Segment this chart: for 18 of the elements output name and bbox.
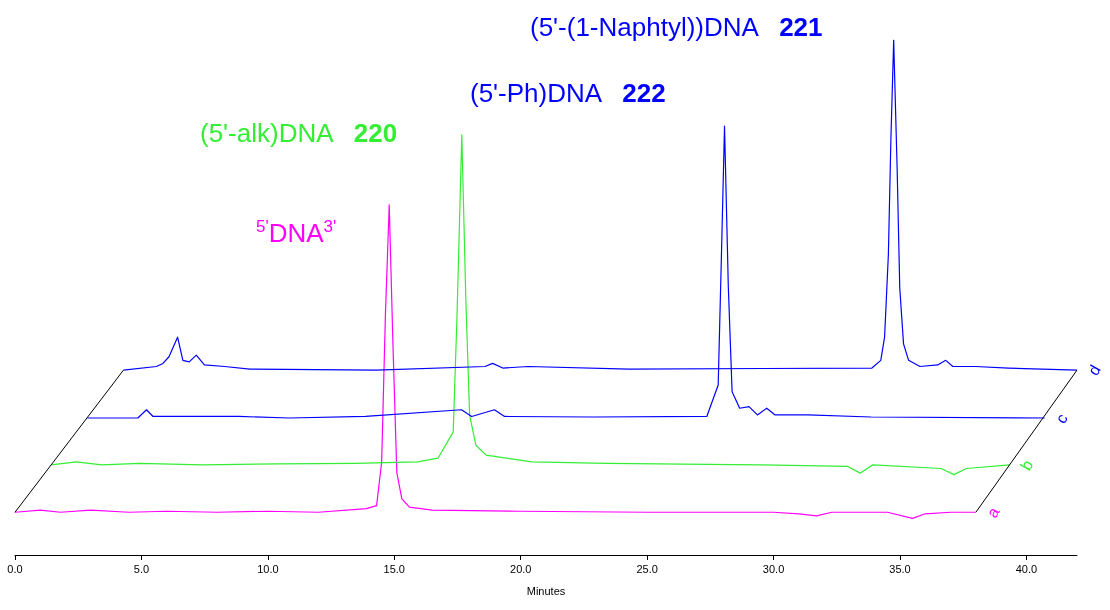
x-tick-label: 10.0 — [257, 562, 279, 575]
x-tick-label: 15.0 — [383, 562, 405, 575]
text: b — [1017, 456, 1037, 474]
text: a — [983, 504, 1003, 521]
annotation: (5'-(1-Naphtyl))DNA 221 — [530, 12, 823, 42]
x-tick-label: 30.0 — [762, 562, 785, 575]
x-tick-label: 35.0 — [889, 562, 911, 575]
x-axis-title: Minutes — [526, 584, 566, 597]
x-tick-label: 0.0 — [7, 562, 23, 575]
x-tick-label: 25.0 — [636, 562, 658, 575]
annotation: (5'-alk)DNA 220 — [200, 118, 398, 148]
x-tick-label: 40.0 — [1015, 562, 1038, 575]
annotation: (5'-Ph)DNA 222 — [470, 78, 666, 108]
x-tick-label: 5.0 — [133, 562, 150, 575]
text: d — [1084, 362, 1104, 379]
annotation: $^{5'}$DNA$^{3'}$ — [256, 217, 337, 248]
x-tick-label: 20.0 — [510, 562, 532, 575]
text: c — [1052, 410, 1071, 427]
